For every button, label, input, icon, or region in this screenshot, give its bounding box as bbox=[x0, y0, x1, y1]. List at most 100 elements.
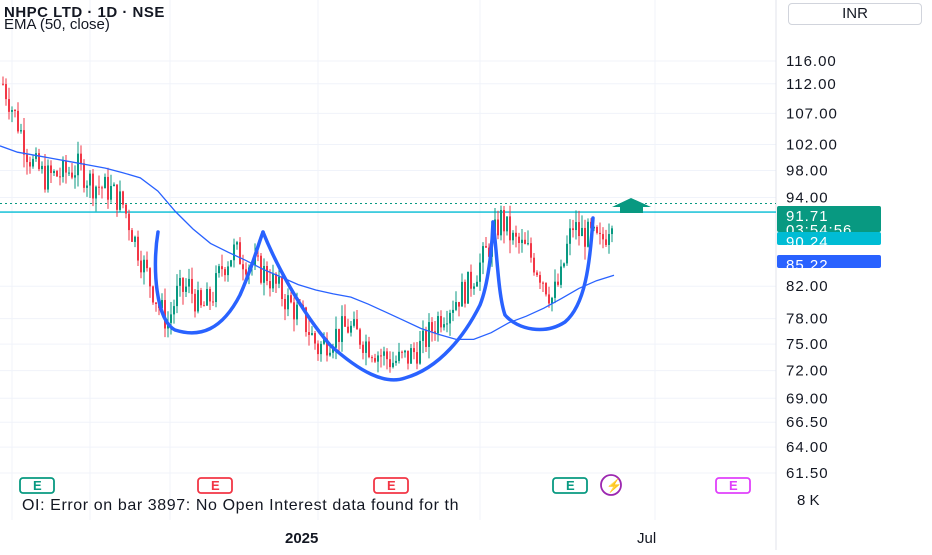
candle-body bbox=[239, 242, 241, 265]
dividend-marker-icon[interactable]: ⚡ bbox=[600, 474, 622, 496]
candle-body bbox=[38, 153, 40, 170]
breakout-arrow-icon bbox=[612, 198, 651, 213]
candle-body bbox=[152, 286, 154, 303]
candle-body bbox=[281, 276, 283, 300]
candle-body bbox=[317, 343, 319, 355]
candle-body bbox=[362, 344, 364, 353]
currency-selector[interactable]: INR bbox=[788, 3, 922, 25]
candle-body bbox=[587, 221, 589, 247]
candle-body bbox=[548, 294, 550, 304]
drawing-big-cup bbox=[261, 220, 495, 382]
candle-body bbox=[581, 227, 583, 237]
candle-body bbox=[47, 165, 49, 190]
candle-body bbox=[65, 160, 67, 173]
candle-body bbox=[89, 173, 91, 186]
candle-body bbox=[206, 288, 208, 306]
candle-body bbox=[257, 255, 259, 257]
candle-body bbox=[188, 278, 190, 287]
candle-body bbox=[569, 228, 571, 244]
candle-body bbox=[137, 236, 139, 261]
earnings-marker-icon[interactable]: E bbox=[715, 477, 751, 494]
candle-body bbox=[443, 324, 445, 328]
candle-body bbox=[413, 348, 415, 353]
candle-body bbox=[599, 232, 601, 235]
candle-body bbox=[341, 316, 343, 342]
svg-text:⚡: ⚡ bbox=[606, 478, 622, 494]
candle-body bbox=[407, 350, 409, 364]
candle-body bbox=[464, 281, 466, 304]
candle-body bbox=[173, 306, 175, 315]
candle-body bbox=[83, 163, 85, 188]
candle-body bbox=[101, 187, 103, 189]
candle-body bbox=[560, 266, 562, 285]
candle-body bbox=[221, 266, 223, 270]
candle-body bbox=[524, 239, 526, 244]
candle-body bbox=[551, 297, 553, 304]
candle-body bbox=[260, 255, 262, 283]
candle-body bbox=[419, 340, 421, 364]
candle-body bbox=[314, 333, 316, 344]
svg-text:E: E bbox=[387, 478, 396, 493]
candle-body bbox=[290, 295, 292, 303]
candle-body bbox=[278, 276, 280, 284]
earnings-marker-icon[interactable]: E bbox=[197, 477, 233, 494]
candle-body bbox=[398, 351, 400, 361]
candle-body bbox=[437, 316, 439, 334]
candle-body bbox=[401, 351, 403, 353]
candle-body bbox=[242, 264, 244, 270]
candle-body bbox=[56, 171, 58, 177]
candle-body bbox=[533, 257, 535, 273]
candle-body bbox=[185, 286, 187, 292]
candle-body bbox=[323, 338, 325, 344]
candle-body bbox=[23, 130, 25, 155]
candle-body bbox=[107, 176, 109, 200]
candle-body bbox=[17, 110, 19, 132]
candle-body bbox=[269, 281, 271, 289]
candle-body bbox=[170, 314, 172, 323]
candle-body bbox=[125, 204, 127, 214]
candle-body bbox=[68, 172, 70, 174]
candle-body bbox=[203, 305, 205, 307]
candle-body bbox=[128, 213, 130, 231]
candle-body bbox=[149, 268, 151, 287]
candle-body bbox=[218, 266, 220, 274]
y-tick-label: 102.00 bbox=[786, 137, 838, 154]
candle-body bbox=[521, 239, 523, 244]
candle-body bbox=[428, 322, 430, 347]
earnings-marker-icon[interactable]: E bbox=[552, 477, 588, 494]
candle-body bbox=[359, 329, 361, 345]
candle-body bbox=[263, 265, 265, 283]
candle-body bbox=[53, 171, 55, 174]
candle-body bbox=[452, 309, 454, 313]
earnings-marker-icon[interactable]: E bbox=[373, 477, 409, 494]
candle-body bbox=[92, 173, 94, 199]
earnings-marker-icon[interactable]: E bbox=[19, 477, 55, 494]
candle-body bbox=[431, 322, 433, 332]
candle-body bbox=[461, 281, 463, 307]
candle-body bbox=[179, 278, 181, 286]
y-tick-label: 61.50 bbox=[786, 465, 829, 482]
candle-body bbox=[74, 175, 76, 178]
x-tick-label-2025: 2025 bbox=[285, 530, 319, 547]
ema-badge: 85.22 bbox=[777, 255, 881, 274]
y-tick-label: 98.00 bbox=[786, 162, 829, 179]
candle-body bbox=[245, 269, 247, 275]
candle-body bbox=[488, 247, 490, 257]
x-tick-label-jul: Jul bbox=[637, 530, 657, 547]
candle-body bbox=[512, 232, 514, 241]
candle-body bbox=[275, 273, 277, 284]
candle-body bbox=[266, 265, 268, 282]
candle-body bbox=[335, 328, 337, 348]
candle-body bbox=[557, 281, 559, 285]
candle-body bbox=[113, 184, 115, 187]
candle-body bbox=[479, 262, 481, 282]
candle-body bbox=[116, 184, 118, 210]
candle-body bbox=[215, 273, 217, 303]
candle-body bbox=[365, 341, 367, 353]
drawing-handle bbox=[491, 216, 595, 332]
candle-body bbox=[155, 302, 157, 304]
candle-body bbox=[338, 328, 340, 342]
